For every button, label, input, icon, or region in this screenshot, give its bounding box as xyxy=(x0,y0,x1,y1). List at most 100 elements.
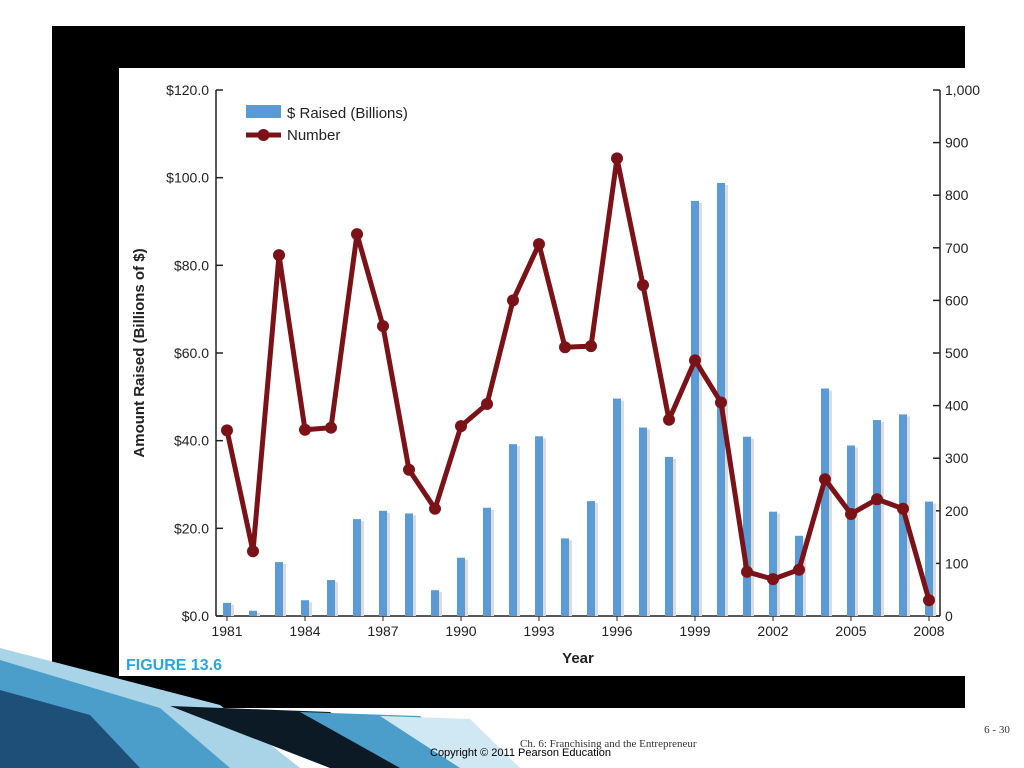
y-tick-label-left: $120.0 xyxy=(166,82,209,98)
number-line xyxy=(224,155,932,601)
bar xyxy=(379,510,387,616)
line-point xyxy=(923,594,935,607)
y-tick-label-right: 1,000 xyxy=(945,82,980,98)
bar xyxy=(275,562,283,616)
figure-caption: FIGURE 13.6 Initial Public Offerings (IP… xyxy=(126,657,742,681)
bar xyxy=(431,590,439,616)
y-tick-label-right: 800 xyxy=(945,187,969,203)
line-point xyxy=(377,320,389,333)
line-point xyxy=(663,413,675,426)
y-tick-label-right: 500 xyxy=(945,345,969,361)
line-point xyxy=(585,340,597,353)
x-tick-label: 1996 xyxy=(601,623,632,639)
figure-number: FIGURE 13.6 xyxy=(126,657,223,674)
y-tick-label-right: 300 xyxy=(945,450,969,466)
line-point xyxy=(325,421,337,434)
bar xyxy=(509,444,517,616)
bar xyxy=(223,602,231,616)
y-tick-label-right: 900 xyxy=(945,135,969,151)
x-axis-title: Year xyxy=(562,650,594,667)
y-tick-label-left: $40.0 xyxy=(174,433,209,449)
x-tick-label: 2002 xyxy=(757,623,788,639)
line-point xyxy=(507,294,519,307)
line-point xyxy=(845,507,857,520)
chart-panel: $0.0 $20.0 $40.0 $60.0 $80.0 $100.0 $120.0 0 100… xyxy=(119,68,997,676)
bar xyxy=(249,610,257,616)
source-text: Thompson Financial Securities Data. xyxy=(549,658,743,673)
bar xyxy=(353,519,361,616)
y-tick-label-left: $80.0 xyxy=(174,257,209,273)
line-point xyxy=(897,502,909,515)
x-tick-label: 1984 xyxy=(289,623,320,639)
bar xyxy=(327,580,335,616)
y-tick-label-right: 200 xyxy=(945,503,969,519)
y-tick-label-left: $0.0 xyxy=(182,608,209,624)
y-tick-label-left: $20.0 xyxy=(174,520,209,536)
x-tick-label: 1987 xyxy=(367,623,398,639)
line-point xyxy=(351,228,363,241)
line-point xyxy=(221,424,233,437)
copyright-notice: Copyright © 2011 Pearson Education xyxy=(430,747,611,759)
bar xyxy=(405,513,413,616)
line-point xyxy=(273,249,285,262)
legend-swatch-bar xyxy=(246,105,281,118)
bar xyxy=(847,445,855,616)
y-tick-label-right: 400 xyxy=(945,398,969,414)
y-tick-label-right: 0 xyxy=(945,608,953,624)
page-number: 6 - 30 xyxy=(984,724,1010,736)
line-point xyxy=(793,563,805,576)
line-point xyxy=(429,502,441,515)
bar xyxy=(457,557,465,616)
y-tick-label-left: $100.0 xyxy=(166,170,209,186)
y-tick-label-left: $60.0 xyxy=(174,345,209,361)
line-point xyxy=(533,238,545,251)
bar xyxy=(665,456,673,616)
x-tick-label: 2005 xyxy=(835,623,866,639)
line-point xyxy=(767,573,779,586)
figure-title: Initial Public Offerings (IPOs) xyxy=(240,657,462,674)
line-point xyxy=(871,493,883,506)
line-point xyxy=(455,420,467,433)
source-label: Source: xyxy=(506,658,547,673)
bar xyxy=(743,436,751,616)
bar xyxy=(821,388,829,616)
x-tick-label: 1993 xyxy=(523,623,554,639)
line-point xyxy=(559,341,571,354)
chapter-footer: Ch. 6: Franchising and the Entrepreneur xyxy=(520,738,697,750)
line-point xyxy=(611,152,623,165)
line-point xyxy=(481,398,493,411)
bar xyxy=(925,501,933,616)
y-tick-label-right: 100 xyxy=(945,555,969,571)
y-tick-label-right: 700 xyxy=(945,240,969,256)
bar xyxy=(769,511,777,616)
y-tick-label-right: 600 xyxy=(945,292,969,308)
x-tick-label: 1981 xyxy=(211,623,242,639)
line-point xyxy=(741,565,753,578)
line-point xyxy=(819,473,831,486)
legend-swatch-marker xyxy=(257,129,270,141)
bar xyxy=(561,538,569,616)
line-point xyxy=(689,354,701,367)
ipo-chart: $0.0 $20.0 $40.0 $60.0 $80.0 $100.0 $120.0 0 100… xyxy=(131,82,980,667)
line-point xyxy=(637,279,649,292)
bar xyxy=(873,420,881,616)
legend-label-line: Number xyxy=(287,127,340,144)
bar xyxy=(483,507,491,616)
slide-frame: $0.0 $20.0 $40.0 $60.0 $80.0 $100.0 $120.0 0 100… xyxy=(52,26,997,708)
bar xyxy=(795,535,803,616)
figure-source: Source: Thompson Financial Securities Da… xyxy=(506,658,742,673)
legend-label-bar: $ Raised (Billions) xyxy=(287,105,408,122)
bar xyxy=(535,436,543,616)
line-point xyxy=(247,545,259,558)
line-point xyxy=(299,423,311,436)
bar xyxy=(301,600,309,616)
bar xyxy=(613,398,621,616)
bar xyxy=(587,501,595,616)
bar xyxy=(639,427,647,616)
x-tick-label: 2008 xyxy=(913,623,944,639)
line-point xyxy=(715,396,727,409)
x-tick-label: 1990 xyxy=(445,623,476,639)
line-point xyxy=(403,463,415,476)
y-axis-title: Amount Raised (Billions of $) xyxy=(131,248,148,457)
